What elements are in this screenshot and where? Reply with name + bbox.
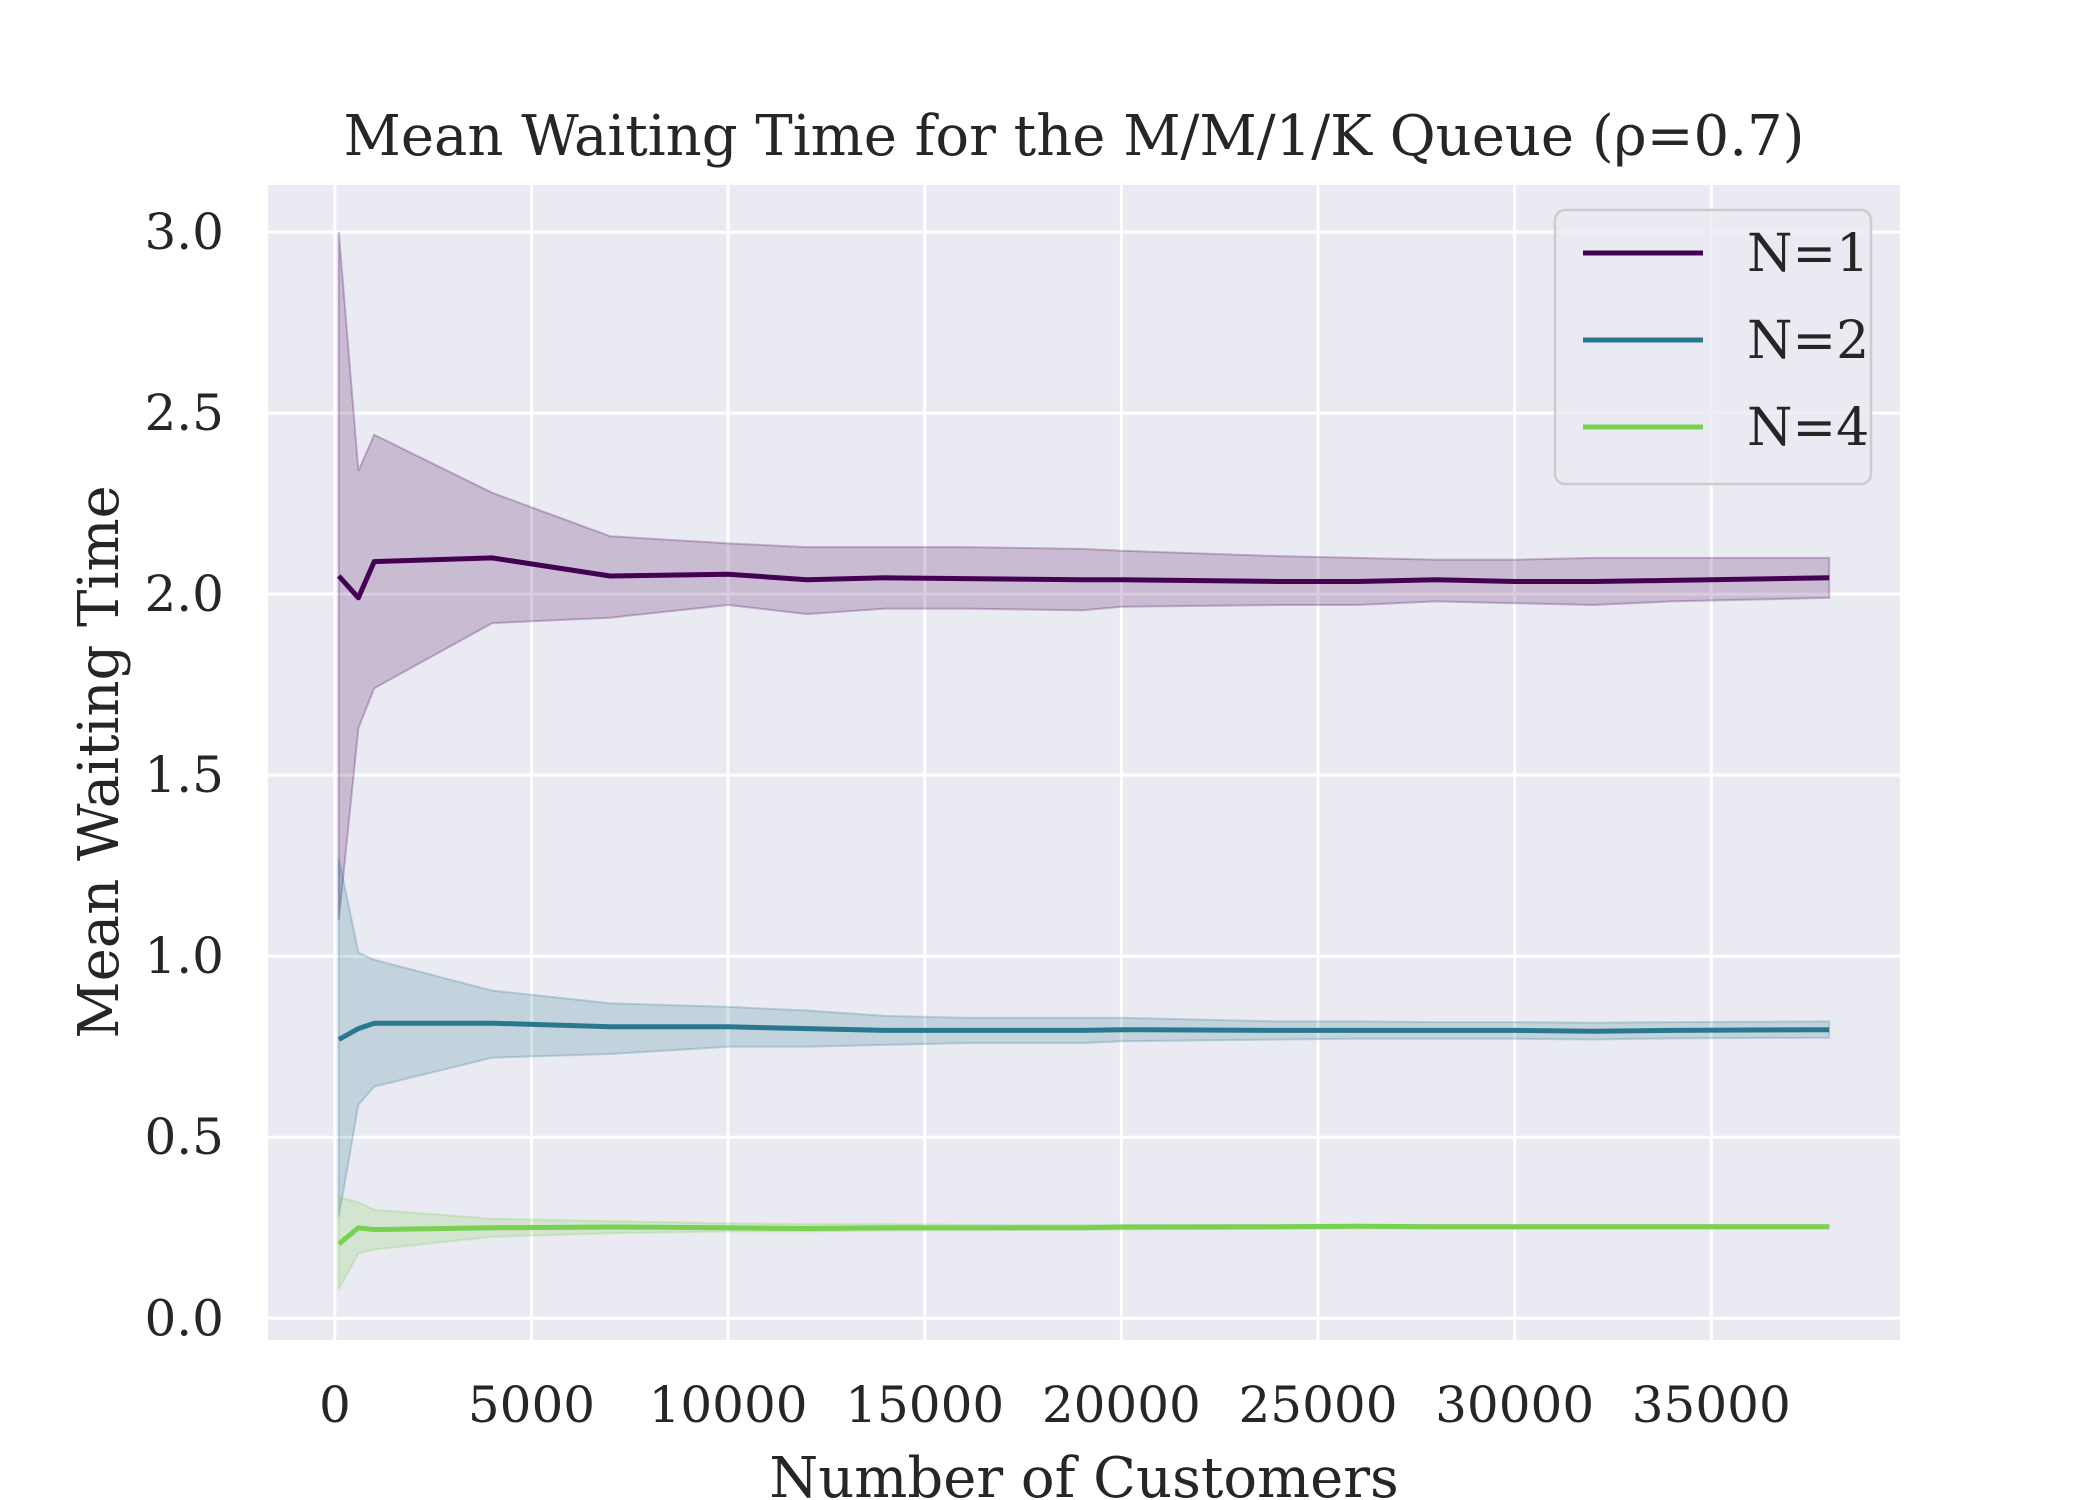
legend-entry: N=1 [1747, 224, 1869, 284]
chart-title: Mean Waiting Time for the M/M/1/K Queue … [344, 104, 1805, 169]
y-tick-label: 1.5 [144, 746, 224, 804]
y-tick-labels: 0.0 0.5 1.0 1.5 2.0 2.5 3.0 [144, 203, 224, 1347]
y-tick-label: 3.0 [144, 203, 224, 261]
x-tick-label: 0 [319, 1376, 351, 1434]
series-lines [336, 555, 1830, 1247]
legend-entry: N=4 [1747, 398, 1869, 458]
confidence-band [337, 858, 1831, 1218]
y-axis-label: Mean Waiting Time [67, 485, 132, 1038]
x-tick-label: 15000 [845, 1376, 1004, 1434]
y-tick-label: 1.0 [144, 927, 224, 985]
x-tick-label: 20000 [1042, 1376, 1201, 1434]
x-tick-labels: 0 5000 10000 15000 20000 25000 30000 35000 [319, 1376, 1791, 1434]
x-tick-label: 35000 [1632, 1376, 1791, 1434]
legend-box [1553, 208, 1873, 486]
y-tick-label: 0.5 [144, 1108, 224, 1166]
y-tick-label: 2.5 [144, 384, 224, 442]
y-tick-label: 0.0 [144, 1289, 224, 1347]
confidence-band [337, 232, 1831, 921]
y-tick-label: 2.0 [144, 565, 224, 623]
series-line [337, 1020, 1830, 1042]
x-tick-label: 25000 [1238, 1376, 1397, 1434]
x-tick-label: 10000 [649, 1376, 808, 1434]
series-line [336, 555, 1830, 601]
series-line [337, 1223, 1830, 1247]
legend-entry: N=2 [1747, 311, 1869, 371]
legend: N=1 N=2 N=4 [1553, 208, 1873, 486]
x-tick-label: 5000 [468, 1376, 595, 1434]
x-tick-label: 30000 [1435, 1376, 1594, 1434]
x-axis-label: Number of Customers [769, 1446, 1399, 1500]
